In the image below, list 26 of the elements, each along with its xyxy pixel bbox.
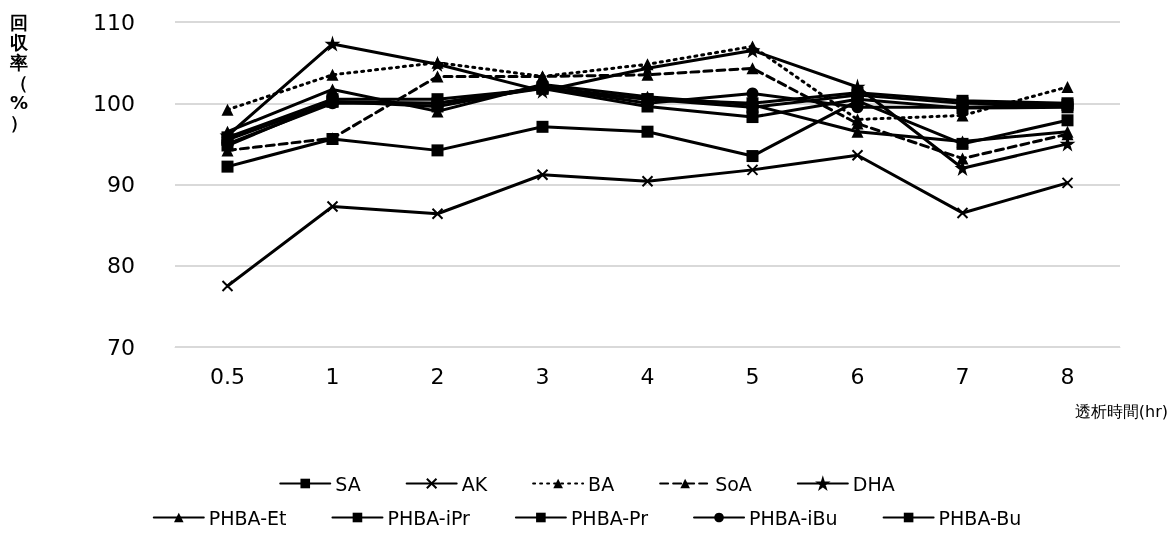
y-tick-label: 110: [93, 9, 135, 35]
y-axis-title: 回収率（%）: [9, 11, 29, 133]
legend-label: PHBA-Bu: [938, 506, 1022, 529]
x-tick-label: 6: [850, 363, 865, 389]
legend-label: DHA: [852, 472, 895, 495]
legend-label: PHBA-iPr: [387, 506, 471, 529]
x-tick-label: 2: [430, 363, 445, 389]
x-tick-label: 1: [325, 363, 340, 389]
x-tick-label: 4: [640, 363, 655, 389]
legend-label: PHBA-Et: [208, 506, 287, 529]
legend-label: SoA: [715, 472, 752, 495]
x-tick-label: 7: [955, 363, 970, 389]
legend-label: AK: [461, 472, 488, 495]
x-tick-label: 8: [1060, 363, 1075, 389]
x-tick-label: 5: [745, 363, 760, 389]
legend-label: BA: [588, 472, 615, 495]
legend-label: SA: [335, 472, 361, 495]
y-tick-label: 70: [107, 334, 135, 360]
legend-label: PHBA-iBu: [749, 506, 838, 529]
x-tick-label: 3: [535, 363, 550, 389]
y-tick-label: 80: [107, 253, 135, 279]
legend-label: PHBA-Pr: [570, 506, 649, 529]
y-tick-label: 100: [93, 90, 135, 116]
y-tick-label: 90: [107, 172, 135, 197]
x-tick-label: 0.5: [210, 363, 245, 389]
x-axis-title: 透析時間(hr): [1074, 401, 1168, 421]
